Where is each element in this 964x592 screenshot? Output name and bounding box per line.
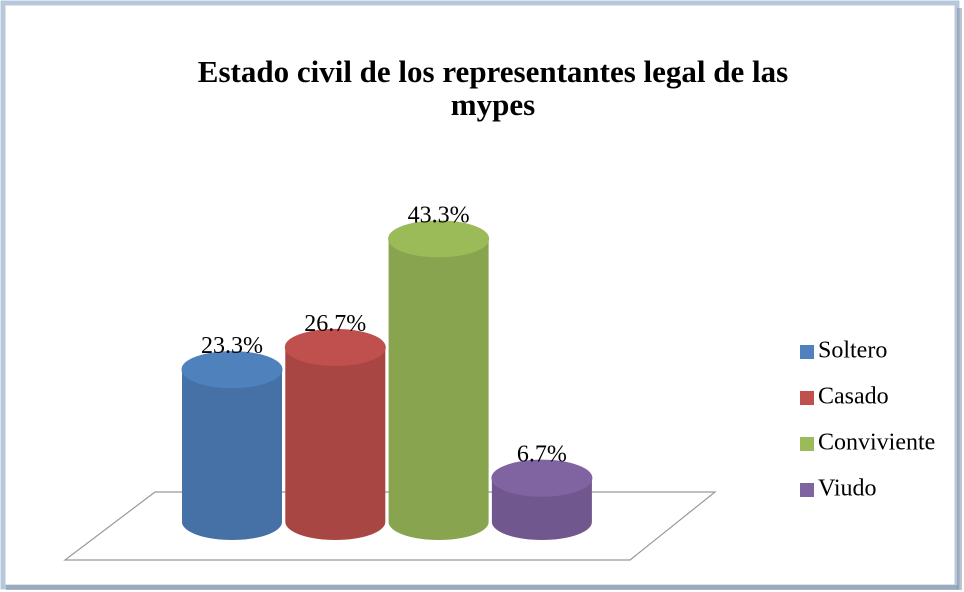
cylinder xyxy=(491,459,593,540)
legend-swatch xyxy=(800,345,814,359)
cylinder-top xyxy=(284,328,386,366)
value-label: 43.3% xyxy=(408,202,470,228)
legend-label: Viudo xyxy=(818,476,877,502)
cylinder-top xyxy=(181,351,283,389)
frame-shadow xyxy=(957,8,962,590)
value-label: 6.7% xyxy=(517,442,567,468)
value-label: 26.7% xyxy=(304,311,366,337)
cylinder-body xyxy=(388,238,489,540)
cylinder-body xyxy=(182,369,282,540)
legend-label: Conviviente xyxy=(818,430,935,456)
value-label: 23.3% xyxy=(201,333,263,359)
legend-label: Casado xyxy=(818,384,889,410)
cylinder-body xyxy=(285,347,386,540)
legend-swatch xyxy=(800,437,814,451)
cylinder xyxy=(284,328,386,540)
cylinder-shade xyxy=(182,369,282,540)
frame-shadow xyxy=(6,585,958,590)
cylinder-shade xyxy=(388,238,489,540)
legend-label: Soltero xyxy=(818,338,887,364)
cylinder xyxy=(388,220,490,540)
title-line: mypes xyxy=(451,87,535,122)
legend-swatch xyxy=(800,483,814,497)
cylinder xyxy=(181,351,283,540)
legend-swatch xyxy=(800,391,814,405)
title-line: Estado civil de los representantes legal… xyxy=(198,54,788,89)
cylinder-top xyxy=(491,459,593,497)
cylinder-shade xyxy=(285,347,386,540)
cylinder-top xyxy=(388,220,490,258)
chart-title: Estado civil de los representantes legal… xyxy=(198,54,788,122)
